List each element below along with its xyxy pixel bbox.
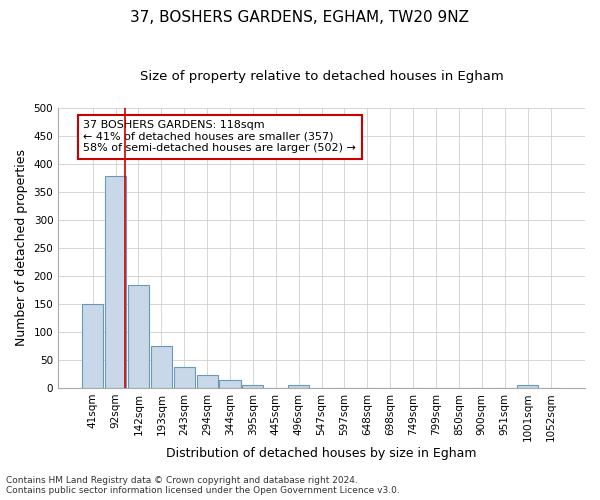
Bar: [128, 286, 149, 388]
Bar: [220, 380, 241, 388]
X-axis label: Distribution of detached houses by size in Egham: Distribution of detached houses by size …: [166, 447, 477, 460]
Bar: [288, 385, 309, 388]
Bar: [151, 346, 172, 388]
Y-axis label: Number of detached properties: Number of detached properties: [15, 150, 28, 346]
Bar: [82, 304, 103, 388]
Text: Contains HM Land Registry data © Crown copyright and database right 2024.
Contai: Contains HM Land Registry data © Crown c…: [6, 476, 400, 495]
Bar: [105, 176, 126, 388]
Title: Size of property relative to detached houses in Egham: Size of property relative to detached ho…: [140, 70, 503, 83]
Bar: [517, 385, 538, 388]
Bar: [242, 384, 263, 388]
Bar: [197, 375, 218, 388]
Text: 37, BOSHERS GARDENS, EGHAM, TW20 9NZ: 37, BOSHERS GARDENS, EGHAM, TW20 9NZ: [131, 10, 470, 25]
Bar: [173, 367, 195, 388]
Text: 37 BOSHERS GARDENS: 118sqm
← 41% of detached houses are smaller (357)
58% of sem: 37 BOSHERS GARDENS: 118sqm ← 41% of deta…: [83, 120, 356, 154]
